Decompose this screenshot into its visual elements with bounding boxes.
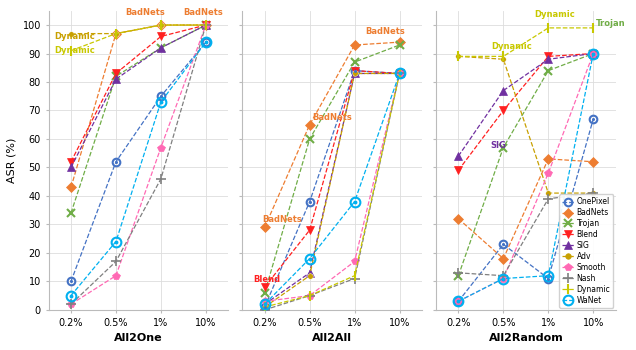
Text: Dynamic: Dynamic (534, 10, 575, 19)
Legend: OnePixel, BadNets, Trojan, Blend, SIG, Adv, Smooth, Nash, Dynamic, WaNet: OnePixel, BadNets, Trojan, Blend, SIG, A… (559, 194, 614, 308)
Text: BadNets: BadNets (263, 215, 302, 224)
Text: Dynamic: Dynamic (54, 32, 95, 41)
Text: BadNets: BadNets (312, 113, 352, 122)
X-axis label: All2Random: All2Random (488, 333, 563, 343)
Text: BadNets: BadNets (125, 7, 165, 16)
Text: Blend: Blend (253, 275, 280, 284)
Text: Dynamic: Dynamic (491, 42, 532, 51)
Text: Trojan: Trojan (595, 19, 625, 28)
Text: SIG: SIG (491, 141, 507, 150)
X-axis label: All2One: All2One (114, 333, 163, 343)
Y-axis label: ASR (%): ASR (%) (7, 138, 17, 183)
Text: Dynamic: Dynamic (54, 46, 95, 55)
Text: BadNets: BadNets (184, 7, 223, 16)
Text: BadNets: BadNets (365, 27, 405, 36)
X-axis label: All2All: All2All (312, 333, 352, 343)
